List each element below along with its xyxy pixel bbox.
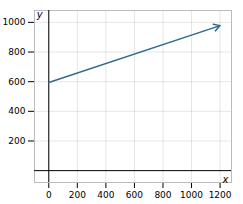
svg-text:400: 400 <box>8 106 25 116</box>
svg-text:200: 200 <box>69 190 86 200</box>
svg-text:600: 600 <box>126 190 143 200</box>
svg-text:1000: 1000 <box>180 190 203 200</box>
svg-text:y: y <box>36 9 44 20</box>
svg-text:1200: 1200 <box>209 190 232 200</box>
svg-text:800: 800 <box>8 47 25 57</box>
svg-text:0: 0 <box>46 190 52 200</box>
svg-text:600: 600 <box>8 77 25 87</box>
svg-text:200: 200 <box>8 136 25 146</box>
svg-text:x: x <box>222 174 229 185</box>
svg-text:1000: 1000 <box>3 17 26 27</box>
svg-text:400: 400 <box>97 190 114 200</box>
svg-text:800: 800 <box>154 190 171 200</box>
